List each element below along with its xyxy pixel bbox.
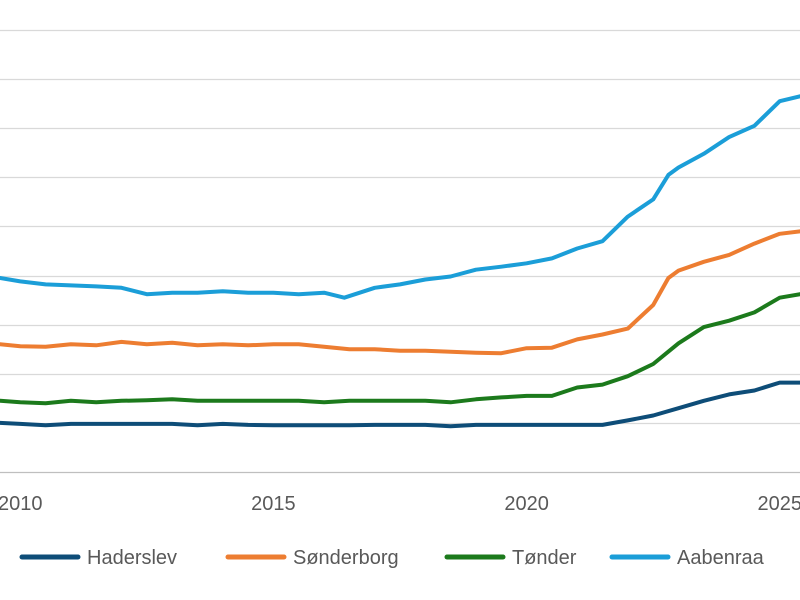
x-tick-label: 2020 xyxy=(504,493,549,515)
legend-label: Aabenraa xyxy=(677,547,765,569)
x-tick-label: 2015 xyxy=(251,493,296,515)
series-lines xyxy=(0,94,800,429)
x-axis: 2010 2015 2020 2025 xyxy=(0,493,800,515)
legend-item: Sønderborg xyxy=(225,547,399,569)
series-line-aabenraa xyxy=(0,94,800,300)
legend: Haderslev Sønderborg Tønder Aabenraa xyxy=(19,547,765,569)
legend-item: Aabenraa xyxy=(609,547,765,569)
series-line-s-nderborg xyxy=(0,229,800,356)
legend-label: Haderslev xyxy=(87,547,177,569)
legend-label: Sønderborg xyxy=(293,547,399,569)
legend-item: Haderslev xyxy=(19,547,177,569)
legend-item: Tønder xyxy=(444,547,577,569)
series-line-haderslev xyxy=(0,380,800,429)
legend-label: Tønder xyxy=(512,547,577,569)
x-tick-label: 2025 xyxy=(757,493,800,515)
x-tick-label: 2010 xyxy=(0,493,43,515)
series-line-t-nder xyxy=(0,292,800,406)
